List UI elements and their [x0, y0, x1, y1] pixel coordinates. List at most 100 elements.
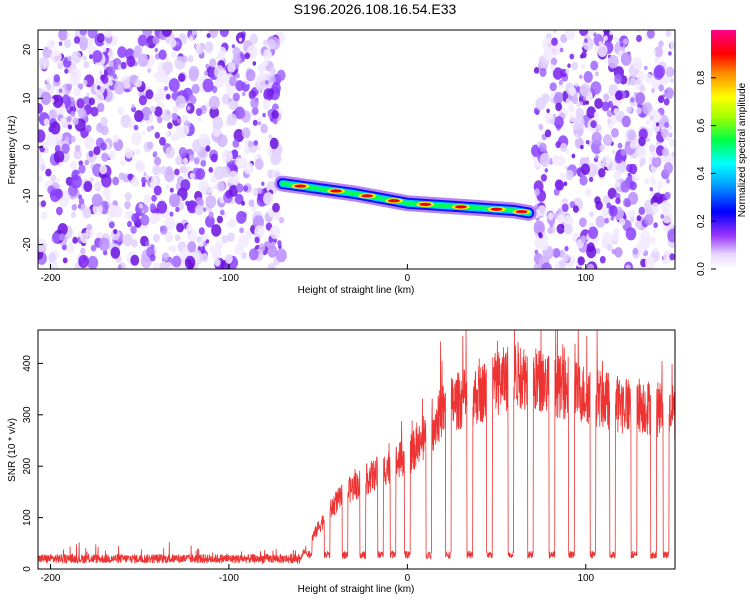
noise-blob [198, 227, 205, 235]
noise-blob [571, 96, 579, 105]
noise-blob [46, 77, 51, 84]
noise-blob [651, 88, 655, 93]
noise-blob [51, 232, 61, 244]
noise-blob [42, 141, 49, 149]
noise-blob [205, 145, 211, 152]
noise-blob [236, 183, 244, 193]
colorbar-tick-label: 0.4 [696, 166, 707, 180]
noise-blob [261, 181, 265, 186]
noise-blob [154, 156, 162, 166]
noise-blob [164, 86, 168, 91]
noise-blob [564, 165, 569, 170]
noise-blob [96, 33, 105, 43]
noise-blob [621, 115, 631, 128]
noise-blob [206, 33, 211, 39]
noise-blob [38, 200, 41, 207]
noise-blob [146, 126, 152, 133]
noise-blob [213, 166, 225, 180]
noise-blob [648, 144, 656, 153]
noise-blob [559, 47, 564, 53]
noise-blob [571, 61, 579, 71]
noise-blob [150, 176, 158, 187]
noise-blob [164, 231, 174, 243]
noise-blob [205, 63, 210, 69]
noise-blob [644, 178, 650, 185]
noise-blob [549, 223, 554, 228]
signal-hotspot-core [454, 205, 467, 209]
noise-blob [620, 52, 632, 66]
noise-blob [74, 144, 81, 152]
noise-blob [565, 68, 570, 74]
noise-blob [263, 49, 272, 60]
noise-blob [178, 147, 187, 158]
noise-blob [576, 102, 581, 108]
noise-blob [176, 41, 180, 46]
noise-blob [48, 252, 56, 263]
noise-blob [651, 179, 657, 186]
noise-blob [235, 72, 240, 79]
noise-blob [40, 164, 46, 171]
noise-blob [587, 263, 595, 269]
noise-blob [606, 157, 617, 172]
noise-blob [558, 79, 564, 85]
noise-blob [665, 30, 672, 37]
noise-blob [159, 136, 166, 146]
noise-blob [199, 30, 204, 33]
noise-blob [218, 46, 227, 57]
noise-blob [270, 151, 282, 165]
snr-x-axis: -200 -100 0 100 [40, 564, 595, 584]
colorbar-tick-label: 0.2 [696, 214, 707, 228]
noise-blob [658, 84, 664, 92]
noise-blob [150, 105, 156, 113]
noise-blob [134, 110, 144, 122]
noise-blob [634, 220, 642, 229]
noise-blob [67, 124, 73, 130]
noise-blob [266, 148, 273, 156]
noise-blob [607, 118, 612, 124]
noise-blob [602, 195, 610, 205]
noise-blob [657, 188, 661, 193]
noise-blob [228, 98, 232, 103]
noise-blob [241, 127, 251, 139]
x-tick-label: -100 [219, 573, 239, 584]
noise-blob [607, 100, 614, 108]
noise-blob [596, 124, 602, 132]
noise-blob [660, 128, 669, 138]
x-tick-label: 0 [405, 573, 411, 584]
noise-blob [215, 240, 223, 251]
noise-blob [143, 194, 152, 205]
noise-blob [72, 117, 79, 126]
noise-blob [275, 248, 287, 263]
noise-blob [241, 91, 246, 97]
noise-blob [104, 204, 109, 210]
noise-blob [161, 30, 172, 37]
noise-blob [89, 177, 94, 183]
noise-blob [604, 217, 609, 224]
noise-blob [243, 147, 250, 155]
noise-blob [88, 150, 94, 158]
noise-blob [627, 172, 631, 177]
noise-blob [110, 246, 121, 259]
noise-blob [221, 149, 233, 163]
colorbar-label: Normalized spectral amplitude [737, 82, 748, 217]
noise-blob [563, 223, 573, 235]
noise-blob [645, 207, 652, 215]
noise-blob [187, 55, 194, 63]
noise-blob [639, 84, 646, 93]
noise-blob [232, 221, 237, 227]
noise-blob [625, 141, 630, 147]
noise-blob [635, 92, 646, 105]
noise-blob [661, 147, 669, 157]
noise-blob [559, 172, 566, 181]
noise-blob [66, 32, 71, 38]
noise-blob [165, 131, 170, 138]
noise-blob [585, 100, 589, 105]
noise-blob [553, 113, 557, 118]
noise-blob [561, 203, 569, 213]
spectrogram-x-axis: -200 -100 0 100 [40, 264, 595, 284]
noise-blob [661, 209, 673, 224]
noise-blob [141, 182, 146, 187]
noise-blob [564, 245, 569, 252]
noise-blob [226, 222, 231, 227]
noise-blob [154, 131, 160, 139]
